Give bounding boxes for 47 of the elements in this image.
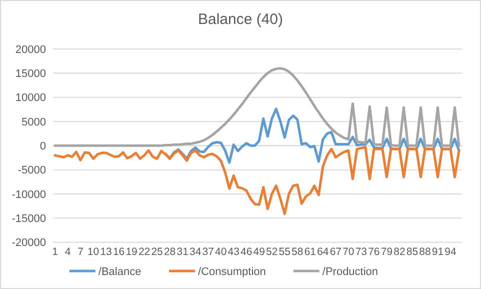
legend-label: /Production — [322, 266, 378, 278]
x-tick-label: 46 — [240, 246, 252, 258]
x-tick-label: 4 — [64, 246, 71, 258]
x-tick-label: 37 — [202, 246, 214, 258]
y-tick-label: 10000 — [15, 92, 46, 104]
x-tick-label: 67 — [330, 246, 342, 258]
y-tick-label: -15000 — [12, 212, 46, 225]
legend-label: /Balance — [98, 266, 142, 278]
y-tick-label: -20000 — [12, 237, 46, 250]
x-tick-label: 79 — [380, 246, 393, 258]
x-tick-label: 49 — [253, 246, 266, 258]
x-tick-label: 91 — [432, 246, 444, 258]
x-tick-label: 64 — [317, 246, 329, 258]
x-tick-label: 70 — [342, 246, 354, 258]
x-tick-label: 73 — [355, 246, 368, 258]
line-series — [54, 67, 460, 147]
x-tick-label: 40 — [215, 246, 227, 258]
x-tick-label: 1 — [52, 246, 58, 258]
y-tick-label: 15000 — [15, 68, 46, 80]
x-tick-label: 16 — [112, 246, 125, 258]
x-tick-label: 76 — [368, 246, 380, 258]
chart-title: Balance (40) — [198, 11, 284, 28]
x-tick-label: 82 — [394, 246, 406, 258]
x-tick-label: 55 — [278, 246, 291, 258]
x-tick-label: 61 — [304, 246, 316, 258]
y-tick-label: 5000 — [22, 116, 46, 128]
y-tick-label: 20000 — [15, 44, 46, 56]
x-tick-label: 13 — [100, 246, 112, 258]
x-tick-label: 34 — [189, 246, 202, 258]
x-tick-label: 43 — [228, 246, 240, 258]
x-tick-label: 52 — [266, 246, 278, 258]
x-tick-label: 58 — [292, 246, 304, 258]
y-tick-label: -5000 — [18, 164, 46, 177]
x-tick-label: 7 — [78, 246, 84, 258]
x-tick-label: 94 — [444, 246, 456, 258]
x-tick-label: 19 — [126, 246, 138, 258]
line-series — [54, 146, 460, 216]
x-tick-label: 31 — [176, 246, 189, 258]
x-tick-label: 10 — [87, 246, 100, 258]
x-tick-label: 25 — [151, 246, 164, 258]
y-tick-label: -10000 — [12, 188, 46, 201]
x-tick-label: 88 — [419, 246, 431, 258]
x-tick-label: 28 — [164, 246, 176, 258]
x-tick-label: 22 — [138, 246, 150, 258]
y-tick-label: 0 — [40, 140, 46, 152]
x-tick-label: 85 — [406, 246, 418, 258]
legend-label: /Consumption — [198, 266, 266, 278]
